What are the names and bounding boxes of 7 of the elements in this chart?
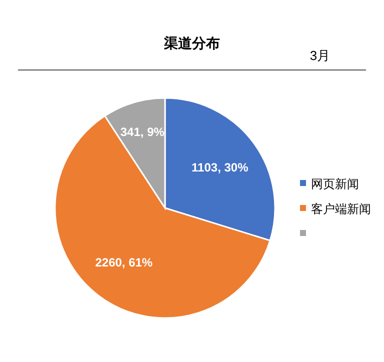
data-label: 1103, 30%	[192, 160, 249, 175]
data-label: 2260, 61%	[95, 255, 153, 270]
data-label: 341, 9%	[120, 125, 165, 140]
chart-title: 渠道分布	[163, 35, 220, 51]
legend-label: 客户端新闻	[311, 202, 371, 216]
legend-label: 网页新闻	[311, 177, 359, 191]
chart-subtitle: 3月	[310, 48, 330, 63]
